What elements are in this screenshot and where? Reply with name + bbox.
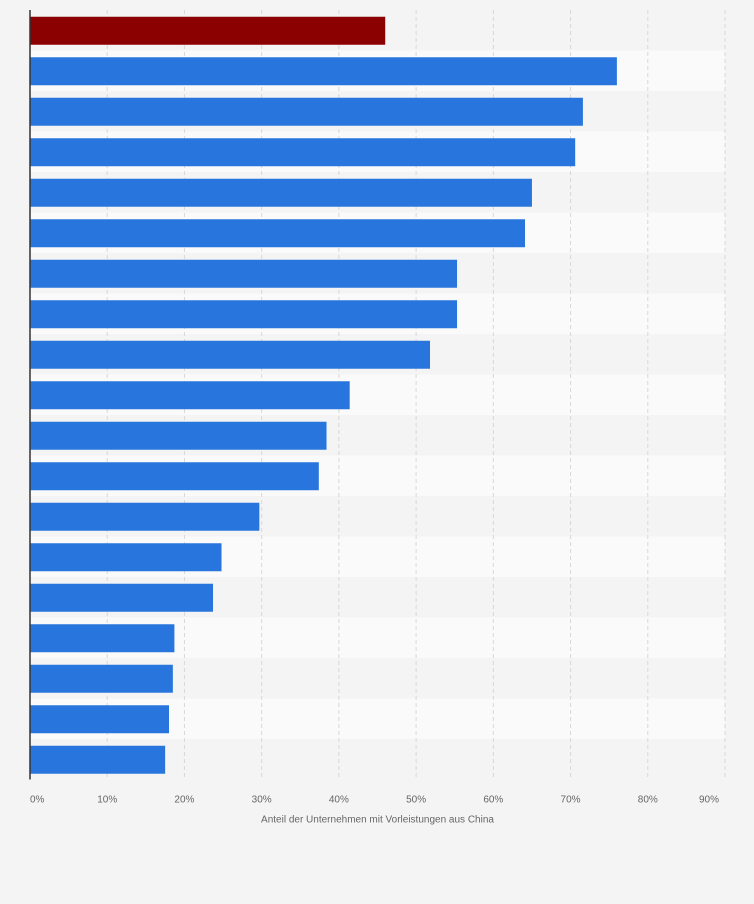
bar[interactable] [30, 97, 583, 126]
x-tick-label: 10% [97, 795, 117, 806]
x-tick-label: 20% [174, 795, 194, 806]
bar[interactable] [30, 705, 169, 734]
bar[interactable] [30, 745, 166, 774]
bar[interactable] [30, 381, 350, 410]
bar[interactable] [30, 219, 525, 248]
bars [30, 16, 617, 774]
bar[interactable] [30, 624, 175, 653]
bar[interactable] [30, 138, 576, 167]
x-tick-label: 50% [406, 795, 426, 806]
bar[interactable] [30, 340, 431, 369]
x-tick-label: 60% [483, 795, 503, 806]
bar[interactable] [30, 57, 617, 86]
x-tick-labels: 0% 10% 20% 30% 40% 50% 60% 70% 80% 90% [30, 795, 719, 806]
bar[interactable] [30, 300, 458, 329]
x-tick-label: 40% [329, 795, 349, 806]
bar[interactable] [30, 502, 260, 531]
bar-highlight[interactable] [30, 16, 386, 45]
bar[interactable] [30, 664, 173, 693]
bar[interactable] [30, 421, 327, 450]
x-tick-label: 70% [561, 795, 581, 806]
bar[interactable] [30, 462, 319, 491]
x-tick-label: 0% [30, 795, 45, 806]
bar[interactable] [30, 178, 532, 207]
x-axis-label: Anteil der Unternehmen mit Vorleistungen… [261, 815, 494, 826]
bar[interactable] [30, 543, 222, 572]
bar[interactable] [30, 583, 214, 612]
x-tick-label: 80% [638, 795, 658, 806]
x-tick-label: 90% [699, 795, 719, 806]
x-tick-label: 30% [252, 795, 272, 806]
bar[interactable] [30, 259, 458, 288]
